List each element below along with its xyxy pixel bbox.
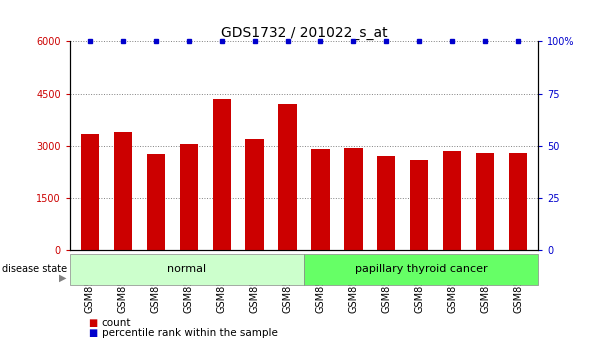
Bar bbox=[476, 153, 494, 250]
Bar bbox=[81, 134, 98, 250]
Bar bbox=[147, 155, 165, 250]
Title: GDS1732 / 201022_s_at: GDS1732 / 201022_s_at bbox=[221, 26, 387, 40]
Bar bbox=[70, 254, 304, 285]
Bar bbox=[344, 148, 362, 250]
Text: ▶: ▶ bbox=[60, 273, 67, 283]
Bar bbox=[443, 151, 461, 250]
Bar bbox=[114, 132, 132, 250]
Text: ■: ■ bbox=[88, 318, 97, 327]
Bar bbox=[213, 99, 230, 250]
Text: papillary thyroid cancer: papillary thyroid cancer bbox=[354, 264, 488, 274]
Text: percentile rank within the sample: percentile rank within the sample bbox=[102, 328, 277, 338]
Bar bbox=[378, 156, 395, 250]
Bar bbox=[410, 160, 429, 250]
Bar bbox=[304, 254, 538, 285]
Text: count: count bbox=[102, 318, 131, 327]
Bar bbox=[510, 153, 527, 250]
Text: normal: normal bbox=[167, 264, 207, 274]
Bar bbox=[311, 149, 330, 250]
Bar bbox=[278, 104, 297, 250]
Bar bbox=[179, 144, 198, 250]
Text: disease state: disease state bbox=[2, 264, 67, 274]
Bar bbox=[246, 139, 264, 250]
Text: ■: ■ bbox=[88, 328, 97, 338]
